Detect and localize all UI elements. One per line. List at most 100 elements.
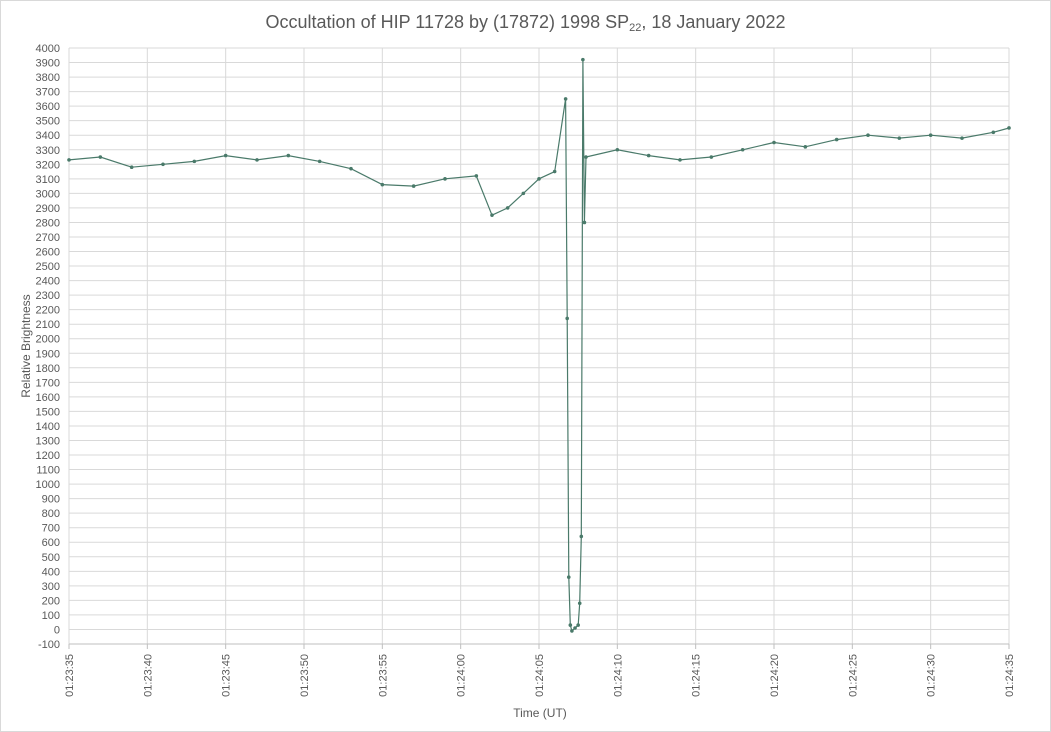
data-point	[67, 158, 71, 162]
data-point	[991, 130, 996, 135]
gridlines	[68, 47, 1010, 649]
data-point	[615, 147, 620, 152]
y-tick-label: 300	[42, 581, 60, 593]
x-tick-label: 01:23:50	[299, 654, 311, 697]
y-tick-label: 1000	[36, 479, 60, 491]
chart-title: Occultation of HIP 11728 by (17872) 1998…	[0, 12, 1051, 34]
y-tick-label: 2000	[36, 334, 60, 346]
x-tick-label: 01:24:20	[769, 654, 781, 697]
data-point	[573, 626, 577, 630]
y-tick-label: 1900	[36, 348, 60, 360]
y-tick-label: 2800	[36, 217, 60, 229]
y-tick-label: 200	[42, 595, 60, 607]
data-point	[286, 153, 291, 158]
data-point	[563, 97, 568, 101]
series-group	[67, 57, 1011, 633]
data-point	[317, 159, 322, 164]
y-tick-label: 2400	[36, 276, 60, 288]
data-point	[582, 220, 587, 225]
y-tick-label: 700	[42, 523, 60, 535]
x-tick-label: 01:23:40	[142, 654, 154, 697]
y-tick-label: 3100	[36, 174, 60, 186]
data-point	[579, 534, 584, 539]
y-tick-label: 3000	[36, 188, 60, 200]
data-point	[577, 601, 582, 606]
x-tick-label: 01:23:45	[221, 654, 233, 697]
data-point	[505, 206, 510, 210]
y-tick-label: 1400	[36, 421, 60, 433]
data-point	[98, 155, 103, 159]
x-tick-labels: 01:23:35 01:23:40 01:23:45 01:23:50 01:23:55…	[64, 654, 1016, 697]
data-point	[566, 575, 571, 579]
x-tick-label: 01:24:10	[612, 654, 624, 697]
data-point	[255, 158, 259, 162]
data-point	[1007, 126, 1011, 130]
data-point	[537, 177, 541, 181]
data-point	[576, 623, 580, 627]
data-point	[129, 165, 134, 169]
y-tick-label: 3700	[36, 87, 60, 99]
y-tick-label: 3600	[36, 101, 60, 113]
y-tick-label: 2100	[36, 319, 60, 331]
data-point	[772, 140, 776, 145]
y-tick-label: 2200	[36, 305, 60, 317]
data-point	[803, 145, 808, 149]
x-tick-label: 01:24:05	[534, 654, 546, 697]
data-point	[709, 155, 714, 159]
y-tick-label: 400	[42, 566, 60, 578]
y-tick-label: 3900	[36, 58, 60, 70]
y-tick-label: 3500	[36, 116, 60, 128]
y-tick-label: 4000	[36, 43, 60, 55]
y-tick-label: 3400	[36, 130, 60, 142]
y-tick-label: 500	[42, 552, 60, 564]
data-point	[740, 147, 745, 152]
data-point	[443, 177, 447, 181]
y-tick-label: 2700	[36, 232, 60, 244]
data-point	[192, 159, 197, 164]
x-tick-label: 01:23:35	[64, 654, 76, 697]
data-point	[866, 133, 870, 138]
y-tick-label: 1100	[36, 465, 60, 477]
y-tick-label: 2300	[36, 290, 60, 302]
y-tick-label: 1500	[36, 406, 60, 418]
data-point	[646, 153, 651, 158]
x-axis-label: Time (UT)	[513, 706, 567, 720]
data-point	[411, 184, 416, 188]
x-tick-label: 01:24:35	[1004, 654, 1016, 697]
chart-title-main: Occultation of HIP 11728 by (17872) 1998…	[265, 12, 630, 32]
data-point	[568, 623, 573, 627]
y-tick-label: 800	[42, 508, 60, 520]
y-tick-label: 2500	[36, 261, 60, 273]
x-tick-label: 01:24:00	[456, 654, 468, 697]
chart-title-tail: , 18 January 2022	[641, 12, 786, 32]
y-tick-label: 1700	[36, 377, 60, 389]
x-tick-label: 01:23:55	[377, 654, 389, 697]
data-point	[960, 136, 964, 140]
data-point	[474, 174, 479, 178]
y-tick-label: 2900	[36, 203, 60, 215]
y-tick-label: -100	[38, 639, 60, 651]
y-tick-label: 900	[42, 494, 60, 506]
x-tick-label: 01:24:15	[691, 654, 703, 697]
data-point	[161, 162, 165, 167]
y-tick-label: 1300	[36, 435, 60, 447]
data-point	[552, 169, 557, 174]
y-tick-labels: -100 0 100 200 300 400 500 600 700 800 900 1000 1100…	[36, 43, 60, 651]
y-tick-label: 0	[54, 624, 60, 636]
y-tick-label: 1800	[36, 363, 60, 375]
data-point	[490, 213, 494, 217]
data-point	[584, 155, 588, 159]
data-point	[349, 166, 353, 171]
y-tick-label: 3800	[36, 72, 60, 84]
x-tick-label: 01:24:25	[847, 654, 859, 697]
data-point	[928, 133, 933, 138]
y-tick-label: 100	[42, 610, 60, 622]
y-tick-label: 1600	[36, 392, 60, 404]
y-tick-label: 2600	[36, 247, 60, 259]
chart-title-subscript: 22	[629, 22, 642, 34]
data-point	[678, 158, 682, 162]
data-point	[565, 316, 569, 321]
data-point	[521, 191, 526, 196]
data-point	[897, 136, 902, 140]
